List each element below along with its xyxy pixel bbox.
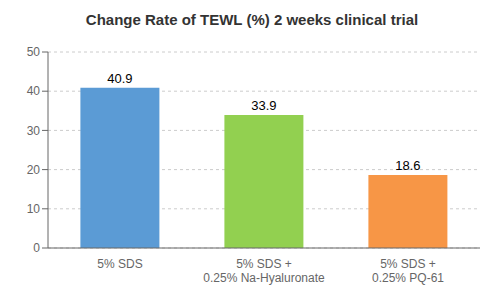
svg-text:40.9: 40.9: [107, 71, 132, 86]
svg-text:5% SDS +0.25% PQ-61: 5% SDS +0.25% PQ-61: [372, 257, 444, 285]
html-text:Change Rate of TEWL (%) 2 week: Change Rate of TEWL (%) 2 weeks clinical…: [85, 11, 419, 28]
svg-text:10: 10: [27, 202, 41, 216]
svg-text:50: 50: [27, 45, 41, 59]
svg-text:0: 0: [33, 241, 40, 255]
svg-text:20: 20: [27, 163, 41, 177]
svg-text:5% SDS +0.25% Na-Hyaluronate: 5% SDS +0.25% Na-Hyaluronate: [203, 257, 325, 285]
svg-text:30: 30: [27, 124, 41, 138]
svg-text:5% SDS: 5% SDS: [97, 257, 142, 271]
svg-text:33.9: 33.9: [251, 98, 276, 113]
svg-text:40: 40: [27, 84, 41, 98]
svg-text:18.6: 18.6: [395, 158, 420, 173]
